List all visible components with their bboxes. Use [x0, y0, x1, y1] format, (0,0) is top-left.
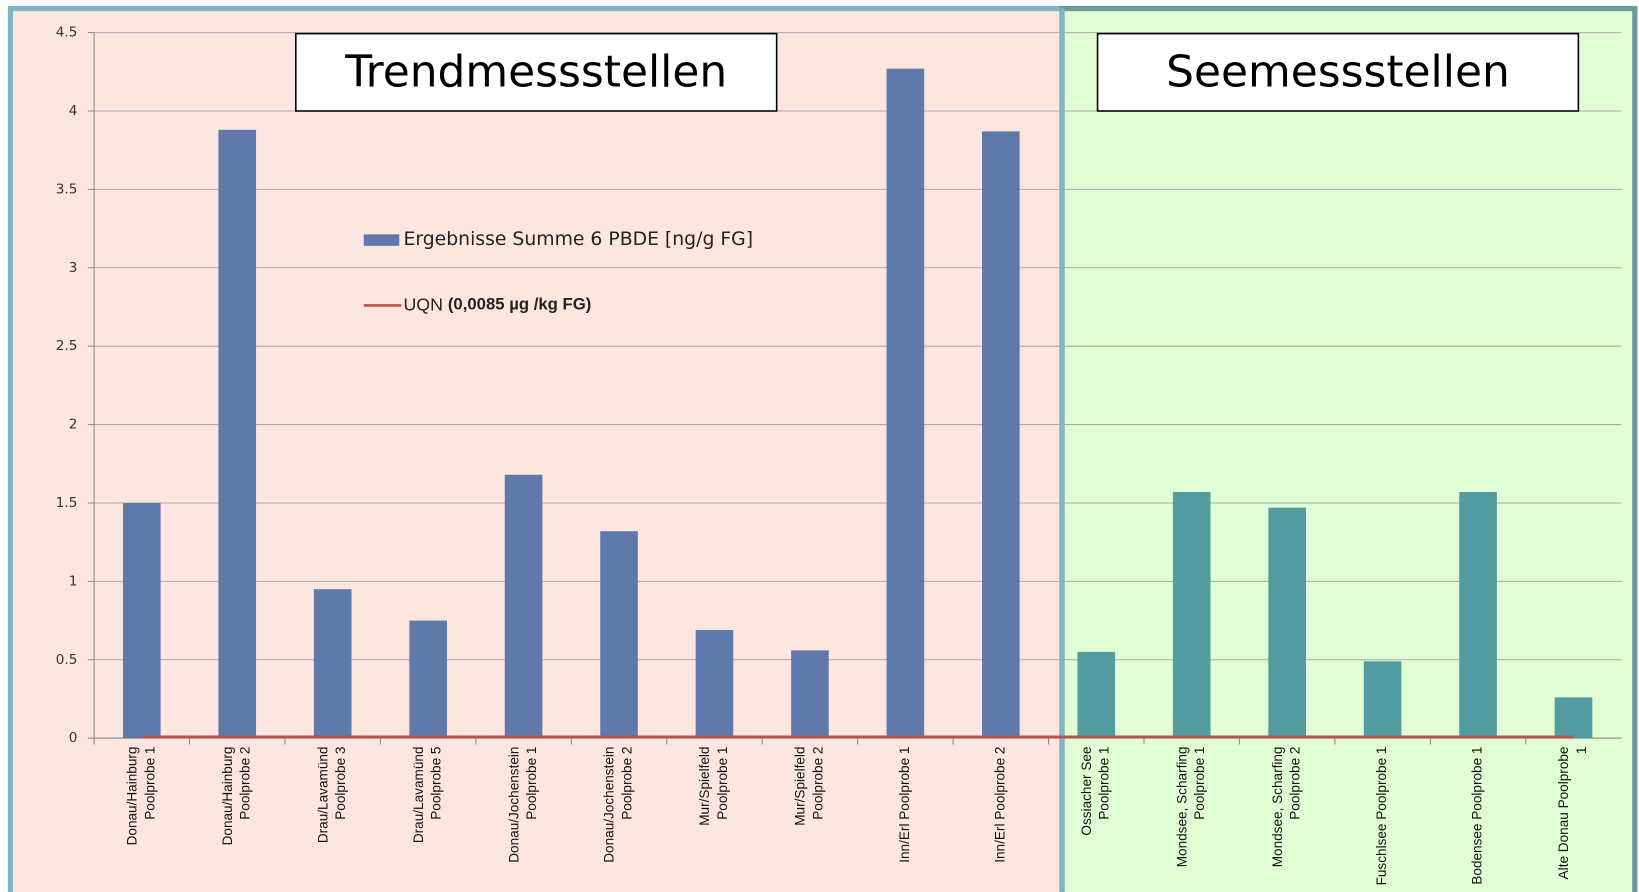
annotation: Seemessstellen: [1166, 46, 1510, 97]
legend-detail: (0,0085 µg /kg FG): [448, 295, 591, 314]
legend-swatch: [363, 234, 400, 246]
y-tick-label: 1.5: [56, 495, 78, 511]
annotation-box: [1096, 32, 1580, 112]
bar: [1554, 697, 1593, 739]
x-tick-label: Inn/Erl Poolprobe 2: [992, 747, 1007, 863]
x-tick-label: Donau/Hainburg: [125, 747, 140, 846]
x-tick-label: Poolprobe 1: [715, 747, 730, 820]
x-tick-label: Donau/Hainburg: [220, 747, 235, 846]
x-tick-label: Bodensee Poolprobe 1: [1470, 747, 1485, 885]
x-tick-label: Donau/Jochenstein: [506, 747, 521, 863]
bar: [504, 474, 543, 739]
x-tick-label: Poolprobe 1: [1097, 747, 1112, 820]
x-tick-label: Poolprobe 2: [238, 747, 253, 820]
x-tick-label: Poolprobe 2: [810, 747, 825, 820]
y-tick-label: 1: [69, 573, 78, 589]
x-tick-label: Drau/Lavamünd: [315, 747, 330, 844]
x-tick-label: Drau/Lavamünd: [411, 747, 426, 844]
bar: [1459, 491, 1497, 739]
x-tick-label: Poolprobe 1: [1192, 747, 1207, 820]
y-tick-label: 2.5: [56, 338, 78, 354]
annotation-box: [295, 32, 778, 112]
bar: [600, 531, 638, 739]
bar: [1268, 507, 1306, 739]
bar: [1172, 491, 1211, 739]
x-tick-label: Poolprobe 5: [429, 747, 444, 820]
bar: [886, 68, 925, 739]
legend-name: UQN: [403, 294, 442, 314]
legend: Ergebnisse Summe 6 PBDE [ng/g FG] UQN (0…: [363, 229, 753, 314]
y-tick-label: 0.5: [56, 652, 78, 668]
y-tick-label: 0: [69, 730, 78, 746]
bar: [122, 502, 161, 739]
x-tick-label: Donau/Jochenstein: [602, 747, 617, 863]
y-tick-label: 4.5: [56, 25, 78, 41]
y-tick-label: 2: [69, 417, 78, 433]
bar: [791, 650, 829, 739]
legend-label: Ergebnisse Summe 6 PBDE [ng/g FG]: [403, 229, 753, 250]
x-tick-label: 1: [1574, 747, 1589, 755]
x-tick-label: Poolprobe 3: [333, 747, 348, 820]
annotation: Trendmessstellen: [344, 46, 727, 97]
x-tick-label: Mur/Spielfeld: [793, 747, 808, 826]
lake-panel: [1059, 5, 1638, 892]
x-tick-label: Alte Donau Poolprobe: [1556, 747, 1571, 880]
x-tick-label: Mur/Spielfeld: [697, 747, 712, 826]
y-tick-label: 3: [69, 260, 78, 276]
y-tick-label: 4: [69, 103, 78, 119]
x-tick-label: Inn/Erl Poolprobe 1: [897, 747, 912, 863]
bar: [313, 589, 352, 739]
x-tick-label: Poolprobe 1: [524, 747, 539, 820]
x-tick-label: Poolprobe 1: [142, 747, 157, 820]
x-tick-label: Ossiacher See: [1079, 747, 1094, 836]
x-tick-label: Poolprobe 2: [620, 747, 635, 820]
bar: [409, 620, 447, 739]
x-tick-label: Mondsee, Scharfing: [1270, 747, 1285, 868]
x-tick-label: Poolprobe 2: [1288, 747, 1303, 820]
legend-label: UQN (0,0085 µg /kg FG): [403, 294, 591, 314]
bar: [1363, 661, 1402, 739]
x-tick-label: Fuschlsee Poolprobe 1: [1374, 747, 1389, 886]
x-tick-label: Mondsee, Scharfing: [1174, 747, 1189, 868]
bar: [982, 131, 1020, 739]
bar: [218, 129, 257, 739]
bar: [695, 629, 734, 739]
bar: [1077, 651, 1116, 739]
y-tick-label: 3.5: [56, 181, 78, 197]
